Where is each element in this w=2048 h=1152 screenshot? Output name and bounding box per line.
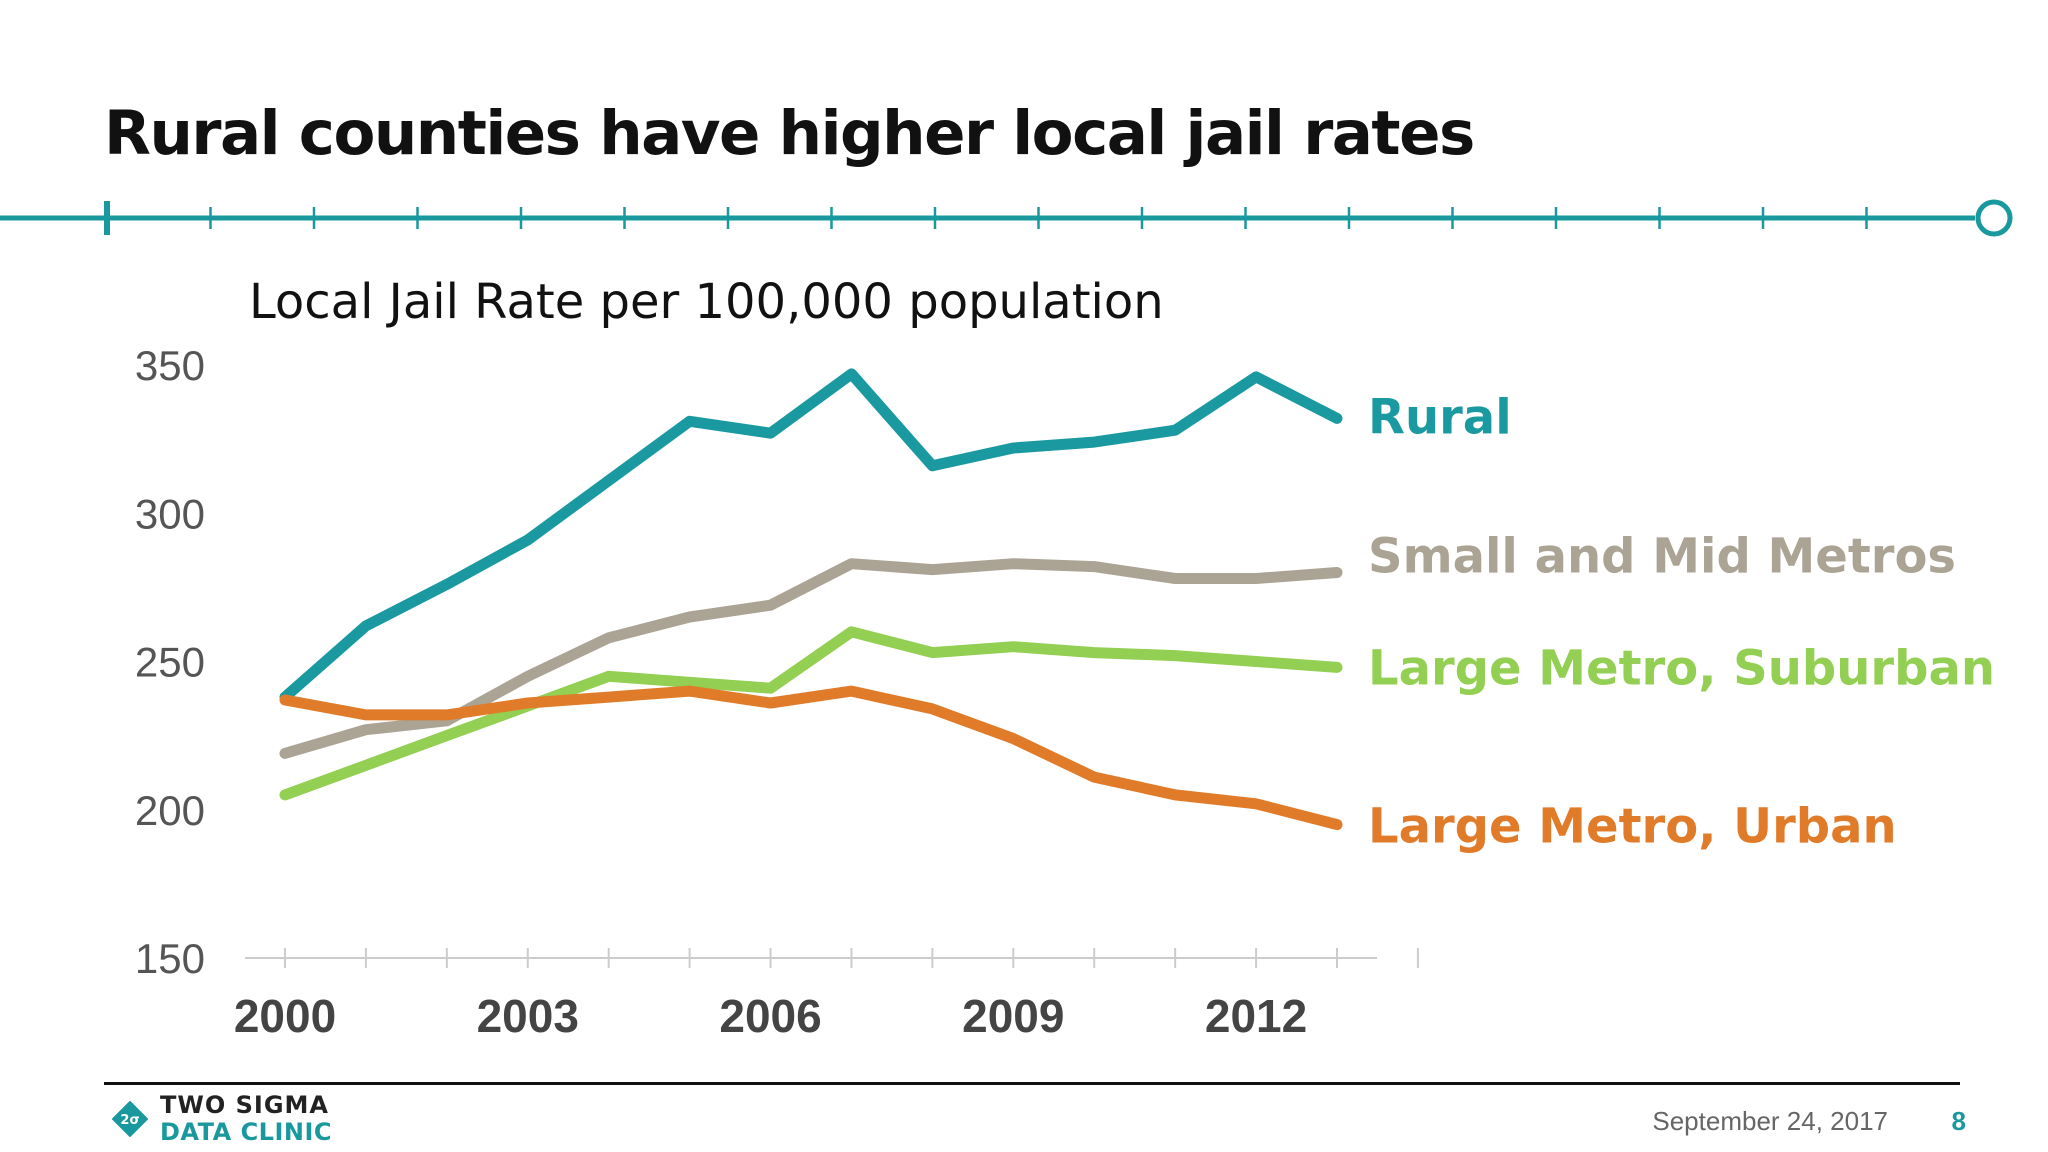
- data-point: [1011, 446, 1016, 451]
- series-line: [279, 685, 1343, 831]
- data-point: [930, 463, 935, 468]
- x-tick-label: 2012: [1205, 990, 1307, 1042]
- data-point: [1335, 822, 1339, 827]
- timeline-decoration: [0, 199, 2013, 237]
- x-tick-label: 2006: [719, 990, 821, 1042]
- data-point: [1254, 374, 1259, 379]
- series-line: [279, 368, 1343, 703]
- data-point: [930, 567, 935, 572]
- data-point: [1335, 416, 1339, 421]
- data-point: [283, 792, 287, 797]
- data-point: [1011, 561, 1016, 566]
- data-point: [1092, 775, 1097, 780]
- logo-line-1: TWO SIGMA: [160, 1091, 329, 1119]
- data-point: [1173, 428, 1178, 433]
- data-point: [849, 371, 854, 376]
- data-point: [930, 706, 935, 711]
- data-point: [687, 615, 692, 620]
- data-point: [930, 650, 935, 655]
- series-label: Small and Mid Metros: [1368, 529, 1956, 585]
- data-point: [1011, 644, 1016, 649]
- data-point: [444, 582, 449, 587]
- y-tick-label: 150: [135, 935, 205, 982]
- x-tick-label: 2000: [234, 990, 336, 1042]
- logo-line-2: DATA CLINIC: [160, 1118, 333, 1146]
- data-point: [606, 635, 611, 640]
- data-point: [525, 674, 530, 679]
- footer-divider: [104, 1082, 1960, 1085]
- x-tick-label: 2003: [477, 990, 579, 1042]
- data-point: [1254, 576, 1259, 581]
- footer-date: September 24, 2017: [1652, 1106, 1888, 1136]
- data-point: [1335, 570, 1339, 575]
- data-point: [1173, 792, 1178, 797]
- data-point: [363, 727, 368, 732]
- data-point: [444, 733, 449, 738]
- series-label: Rural: [1368, 389, 1512, 445]
- data-point: [363, 763, 368, 768]
- data-point: [1173, 576, 1178, 581]
- data-point: [363, 623, 368, 628]
- series-label: Large Metro, Suburban: [1368, 640, 1995, 696]
- data-point: [1011, 736, 1016, 741]
- two-sigma-logo: 2σ TWO SIGMA DATA CLINIC: [112, 1092, 332, 1146]
- data-point: [768, 686, 773, 691]
- slide-title: Rural counties have higher local jail ra…: [104, 98, 1475, 169]
- series-label: Large Metro, Urban: [1368, 799, 1897, 855]
- data-point: [1092, 564, 1097, 569]
- chart-title: Local Jail Rate per 100,000 population: [249, 274, 1164, 330]
- data-point: [1173, 653, 1178, 658]
- data-point: [768, 431, 773, 436]
- data-point: [525, 701, 530, 706]
- data-point: [1254, 659, 1259, 664]
- data-point: [363, 712, 368, 717]
- data-point: [687, 419, 692, 424]
- data-point: [849, 689, 854, 694]
- data-point: [525, 537, 530, 542]
- series-line: [279, 626, 1343, 801]
- y-tick-label: 300: [135, 490, 205, 537]
- data-point: [687, 680, 692, 685]
- data-point: [283, 698, 287, 703]
- data-point: [283, 751, 287, 756]
- y-tick-label: 200: [135, 787, 205, 834]
- data-point: [606, 695, 611, 700]
- data-point: [606, 674, 611, 679]
- data-point: [1335, 665, 1339, 670]
- two-sigma-logo-icon: 2σ: [112, 1101, 148, 1137]
- data-point: [1254, 801, 1259, 806]
- data-point: [768, 603, 773, 608]
- y-tick-label: 350: [135, 342, 205, 389]
- page-number: 8: [1951, 1106, 1966, 1136]
- data-point: [687, 689, 692, 694]
- data-point: [1092, 440, 1097, 445]
- svg-text:2σ: 2σ: [120, 1113, 139, 1128]
- data-point: [606, 478, 611, 483]
- line-chart: Local Jail Rate per 100,000 population 1…: [135, 274, 1995, 1042]
- y-tick-label: 250: [135, 639, 205, 686]
- data-point: [444, 712, 449, 717]
- x-tick-label: 2009: [962, 990, 1064, 1042]
- data-point: [768, 701, 773, 706]
- data-point: [1092, 650, 1097, 655]
- timeline-end-circle: [1975, 199, 2013, 237]
- data-point: [849, 629, 854, 634]
- data-point: [849, 561, 854, 566]
